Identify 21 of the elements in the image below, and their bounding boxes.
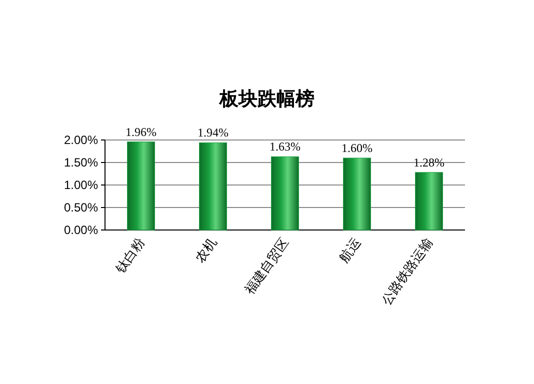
data-label: 1.28% [414, 155, 444, 170]
data-label: 1.94% [198, 126, 228, 140]
y-tick-label: 0.00% [64, 223, 98, 237]
bar [199, 142, 227, 230]
data-label: 1.96% [126, 124, 156, 139]
bar [415, 172, 443, 230]
bar [127, 142, 155, 230]
data-label: 1.60% [342, 141, 372, 155]
x-tick-label: 钛白粉 [113, 236, 148, 278]
x-tick-label: 航运 [337, 236, 364, 266]
bar [271, 156, 299, 230]
data-label: 1.63% [270, 140, 300, 154]
y-tick-label: 0.50% [64, 200, 98, 214]
x-tick-label: 农机 [193, 236, 220, 266]
y-tick-label: 1.50% [64, 156, 98, 170]
x-tick-label: 公路铁路运输 [379, 236, 436, 308]
x-tick-label: 福建自贸区 [242, 236, 292, 298]
chart-title: 板块跌幅榜 [218, 88, 314, 110]
y-tick-label: 1.00% [64, 178, 98, 192]
y-tick-label: 2.00% [64, 133, 98, 147]
bar [343, 158, 371, 230]
